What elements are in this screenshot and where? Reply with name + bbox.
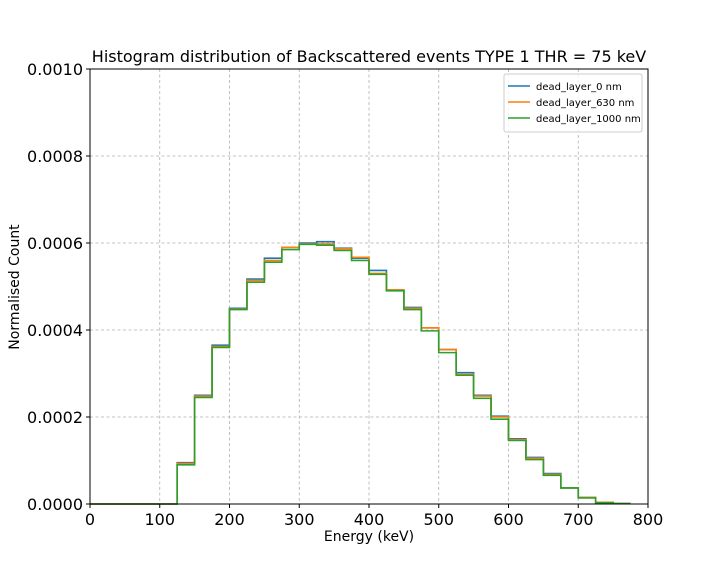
- y-axis-label: Normalised Count: [7, 224, 23, 350]
- legend: dead_layer_0 nm dead_layer_630 nm dead_lay…: [503, 73, 643, 133]
- x-tick-label: 600: [493, 510, 524, 529]
- series-line-dead-layer-1000-nm: [90, 243, 631, 505]
- y-tick-label: 0.0010: [27, 60, 83, 79]
- y-tick-label: 0.0000: [27, 495, 83, 514]
- legend-label: dead_layer_0 nm: [536, 82, 622, 93]
- y-tick-label: 0.0004: [27, 321, 83, 340]
- x-tick-label: 300: [284, 510, 315, 529]
- legend-label: dead_layer_1000 nm: [536, 114, 641, 125]
- y-tick-label: 0.0008: [27, 147, 83, 166]
- x-tick-label: 700: [563, 510, 594, 529]
- x-tick-label: 500: [423, 510, 454, 529]
- x-tick-label: 0: [85, 510, 95, 529]
- chart-title: Histogram distribution of Backscattered …: [92, 47, 646, 66]
- x-tick-label: 100: [144, 510, 175, 529]
- x-tick-label: 200: [214, 510, 245, 529]
- x-axis-label: Energy (keV): [324, 529, 414, 545]
- axis-ticks: 0 100 200 300 400 500 600 700 800 0.0000 0.0002 0.0…: [27, 60, 663, 529]
- series-group: [90, 240, 631, 505]
- legend-box: [503, 73, 643, 133]
- x-tick-label: 400: [354, 510, 385, 529]
- y-tick-label: 0.0002: [27, 408, 83, 427]
- y-tick-label: 0.0006: [27, 234, 83, 253]
- grid: [90, 69, 648, 504]
- legend-label: dead_layer_630 nm: [536, 98, 634, 109]
- x-tick-label: 800: [633, 510, 664, 529]
